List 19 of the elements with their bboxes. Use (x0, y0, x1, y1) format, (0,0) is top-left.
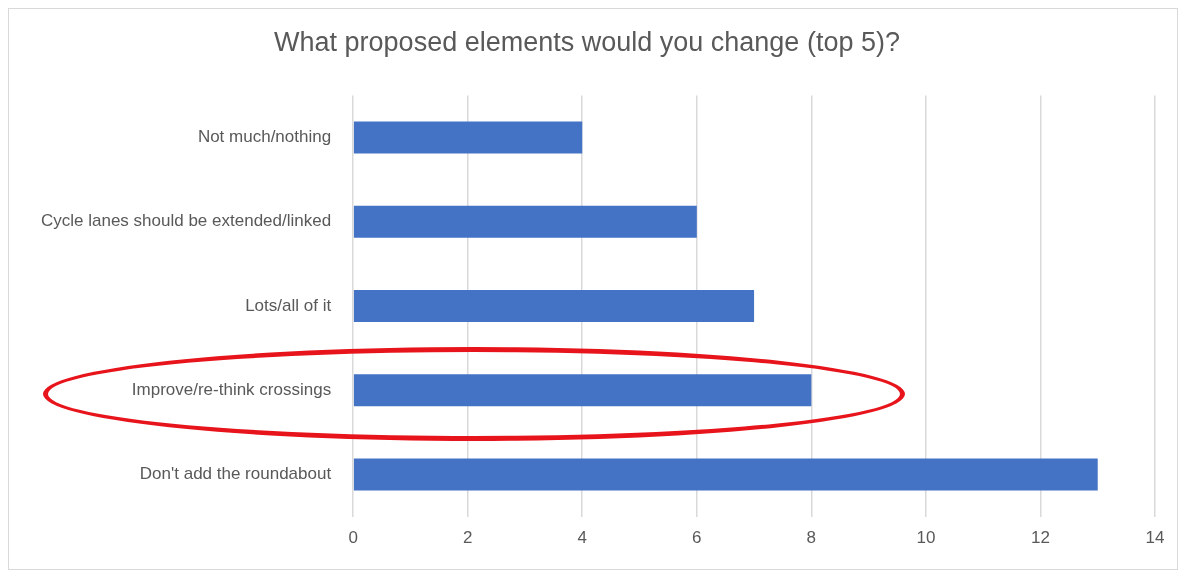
x-tick-label: 8 (806, 528, 817, 548)
y-tick-label: Improve/re-think crossings (131, 379, 332, 399)
bar (353, 374, 812, 407)
y-tick-label: Don't add the roundabout (139, 464, 332, 484)
y-tick-label: Cycle lanes should be extended/linked (41, 211, 332, 231)
y-tick-label: Lots/all of it (245, 295, 332, 315)
x-tick-label: 14 (1145, 528, 1165, 548)
bar (353, 205, 697, 238)
chart-title: What proposed elements would you change (top 5)? (274, 26, 900, 57)
x-tick-label: 2 (462, 528, 473, 548)
x-tick-label: 12 (1030, 528, 1050, 548)
bar (353, 289, 755, 323)
bar (353, 458, 1098, 491)
x-tick-label: 4 (577, 528, 587, 548)
x-tick-label: 10 (916, 528, 936, 548)
y-tick-label: Not much/nothing (197, 127, 332, 147)
x-tick-label: 6 (692, 528, 702, 548)
x-tick-label: 0 (348, 528, 358, 548)
bar (353, 121, 583, 154)
